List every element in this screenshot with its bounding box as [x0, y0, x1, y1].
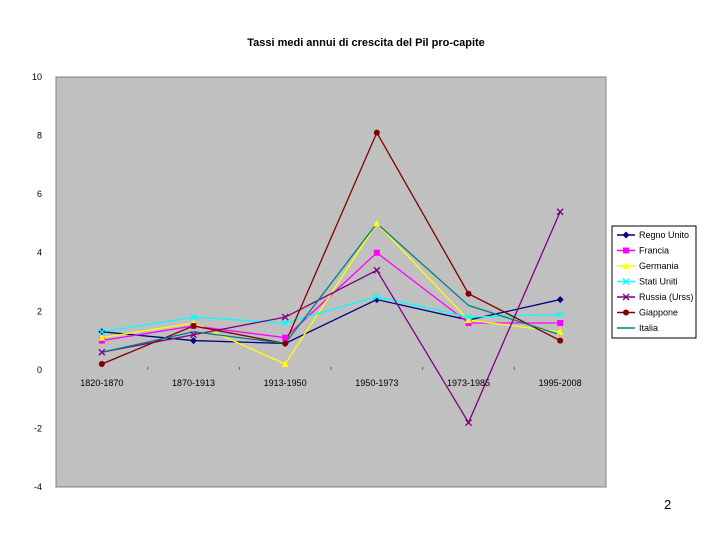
data-point [282, 334, 289, 341]
y-tick-label: -4 [34, 482, 42, 492]
legend-label: Italia [639, 323, 658, 333]
data-point [98, 328, 106, 336]
data-point [373, 219, 381, 227]
series-lines [101, 131, 561, 424]
plot-area [55, 76, 607, 488]
y-axis: 10 8 6 4 2 0 -2 -4 [32, 72, 42, 492]
data-point [190, 322, 197, 329]
data-point [556, 296, 564, 304]
data-point [557, 337, 564, 344]
x-tick-label: 1870-1913 [172, 378, 215, 388]
data-point [373, 293, 381, 301]
legend-marker [622, 231, 630, 239]
legend-marker [623, 309, 629, 316]
chart-title: Tassi medi annui di crescita del Pil pro… [247, 37, 485, 49]
data-point [556, 208, 564, 216]
data-point [98, 348, 106, 356]
data-point [465, 290, 472, 297]
legend-marker [623, 247, 629, 254]
y-tick-label: 0 [37, 365, 42, 375]
data-point [373, 266, 381, 274]
y-tick-label: 4 [37, 248, 42, 258]
data-point [282, 340, 289, 347]
data-point [281, 313, 289, 321]
data-point [190, 313, 197, 321]
data-point [98, 361, 105, 367]
legend-label: Stati Uniti [639, 277, 678, 287]
data-point [465, 316, 472, 324]
data-point [556, 310, 564, 318]
legend-label: Regno Unito [639, 230, 689, 240]
series-line [101, 222, 561, 353]
data-point [465, 313, 472, 321]
legend-label: Germania [639, 261, 679, 271]
series-markers [98, 129, 564, 427]
y-tick-label: 2 [37, 306, 42, 316]
data-point [190, 337, 197, 345]
legend-marker [622, 262, 630, 269]
x-tick-label: 1913-1950 [264, 378, 307, 388]
series-line [101, 211, 561, 424]
data-point [465, 419, 472, 427]
legend: Regno Unito Francia Germania Stati Uniti Rus… [611, 225, 697, 339]
data-point [281, 360, 289, 367]
y-tick-label: 8 [37, 131, 42, 141]
data-point [373, 249, 380, 256]
data-point [557, 320, 564, 326]
legend-label: Russia (Urss) [639, 292, 694, 302]
x-axis: 1820-1870 1870-1913 1913-1950 1950-1973 1973… [80, 366, 582, 388]
data-point [281, 319, 289, 327]
x-tick-label: 1995-2008 [539, 378, 582, 388]
legend-marker [622, 293, 630, 301]
series-line [101, 295, 561, 333]
y-tick-label: 10 [32, 72, 42, 82]
x-tick-label: 1820-1870 [80, 378, 123, 388]
legend-label: Francia [639, 246, 669, 256]
data-point [556, 328, 564, 335]
data-point [98, 334, 106, 341]
series-line [101, 251, 561, 342]
legend-label: Giappone [639, 308, 678, 318]
y-tick-label: -2 [34, 423, 42, 433]
x-tick-label: 1973-1985 [447, 378, 490, 388]
page-number: 2 [664, 497, 672, 512]
series-line [101, 131, 561, 365]
x-tick-label: 1950-1973 [355, 378, 398, 388]
data-point [373, 129, 380, 136]
legend-marker [622, 278, 630, 285]
data-point [190, 331, 197, 339]
y-tick-label: 6 [37, 189, 42, 199]
